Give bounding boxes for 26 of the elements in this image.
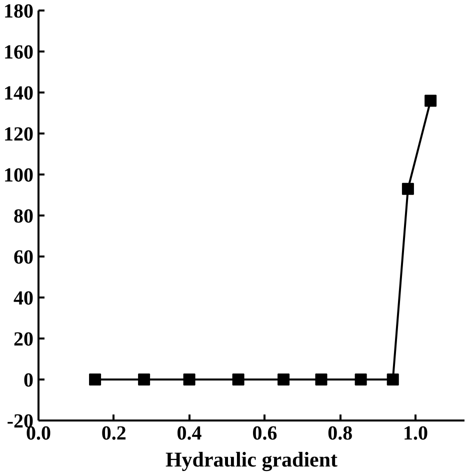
y-tick-label: 160 xyxy=(4,42,34,64)
point xyxy=(424,94,437,107)
y-tick-label: 0 xyxy=(24,370,34,392)
y-tick-label: 20 xyxy=(14,328,34,350)
y-tick-label: 80 xyxy=(14,206,34,228)
point xyxy=(232,374,244,386)
y-tick-label: 120 xyxy=(4,124,34,146)
x-tick-label: 1.0 xyxy=(402,422,428,444)
y-tick-label: 180 xyxy=(4,0,34,22)
x-tick-label: 0.2 xyxy=(101,422,126,444)
point xyxy=(183,374,196,386)
x-axis-title: Hydraulic gradient xyxy=(165,448,338,472)
y-tick-label: 100 xyxy=(4,164,34,186)
point xyxy=(354,374,367,386)
point xyxy=(315,374,328,386)
x-tick-label: 0.6 xyxy=(252,422,278,444)
point xyxy=(386,374,399,386)
point xyxy=(278,374,290,386)
y-tick-label: 60 xyxy=(14,246,34,268)
point xyxy=(89,374,102,386)
y-tick-label: 40 xyxy=(14,288,34,310)
point xyxy=(402,182,414,195)
y-tick-label: 140 xyxy=(4,82,34,104)
x-tick-label: 0.8 xyxy=(328,422,353,444)
point xyxy=(138,374,150,386)
x-tick-label: 0.4 xyxy=(176,422,202,444)
